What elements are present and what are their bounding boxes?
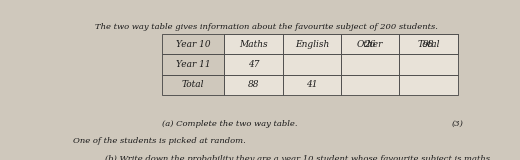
Text: Total: Total [418, 40, 440, 49]
Bar [224, 75, 283, 95]
Bar [224, 34, 283, 54]
Bar [399, 54, 458, 75]
Bar [283, 54, 341, 75]
Text: Year 10: Year 10 [176, 40, 210, 49]
Bar [341, 75, 399, 95]
Bar [162, 75, 224, 95]
Bar [283, 34, 341, 54]
Text: The two way table gives information about the favourite subject of 200 students.: The two way table gives information abou… [95, 23, 438, 31]
Text: 47: 47 [248, 60, 259, 69]
Text: 88: 88 [248, 80, 259, 89]
Bar [283, 34, 341, 54]
Text: Year 11: Year 11 [176, 60, 210, 69]
Text: (b) Write down the probability they are a year 10 student whose favourite subjec: (b) Write down the probability they are … [106, 155, 493, 160]
Bar [162, 34, 224, 54]
Text: Other: Other [357, 40, 383, 49]
Text: One of the students is picked at random.: One of the students is picked at random. [73, 137, 246, 145]
Text: 26: 26 [365, 40, 376, 49]
Text: Maths: Maths [239, 40, 268, 49]
Bar [399, 75, 458, 95]
Bar [224, 54, 283, 75]
Text: English: English [295, 40, 329, 49]
Bar [283, 75, 341, 95]
Bar [224, 34, 283, 54]
Text: 98: 98 [423, 40, 434, 49]
Bar [162, 54, 224, 75]
Bar [341, 34, 399, 54]
Text: Total: Total [181, 80, 204, 89]
Bar [399, 34, 458, 54]
Bar [399, 34, 458, 54]
Text: 41: 41 [306, 80, 318, 89]
Bar [341, 54, 399, 75]
Text: (a) Complete the two way table.: (a) Complete the two way table. [162, 120, 297, 128]
Bar [341, 34, 399, 54]
Text: (3): (3) [452, 120, 464, 128]
